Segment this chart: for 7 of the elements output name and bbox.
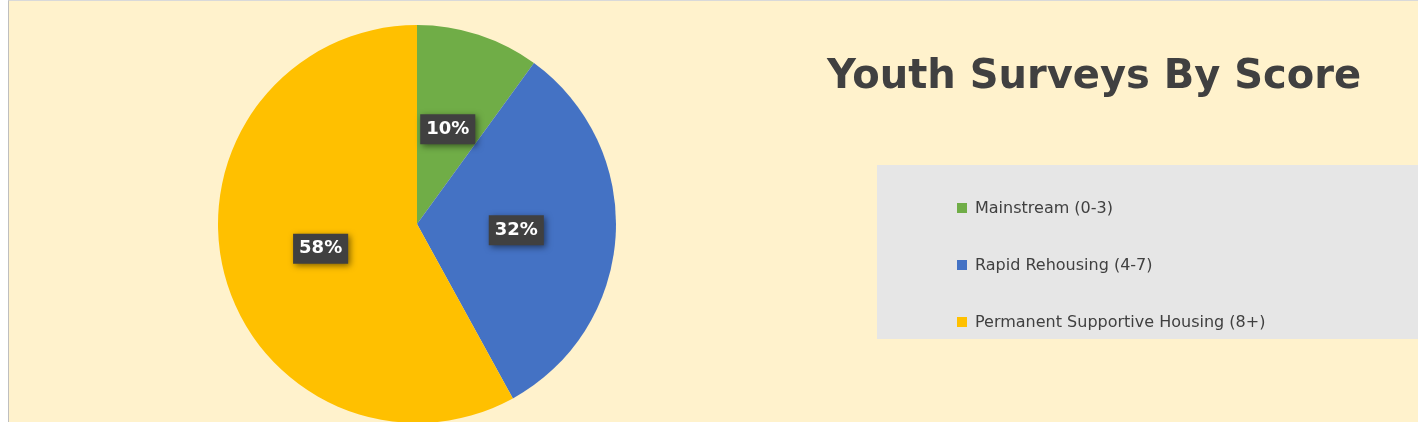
data-label: 32%: [494, 217, 538, 239]
text: Youth Surveys By Score: [825, 51, 1363, 97]
data-label: 10%: [426, 117, 470, 139]
legend-label: Rapid Rehousing (4-7): [975, 255, 1153, 274]
legend-label: Mainstream (0-3): [975, 198, 1113, 217]
data-label: 58%: [299, 236, 343, 258]
legend-label: Permanent Supportive Housing (8+): [975, 312, 1266, 331]
